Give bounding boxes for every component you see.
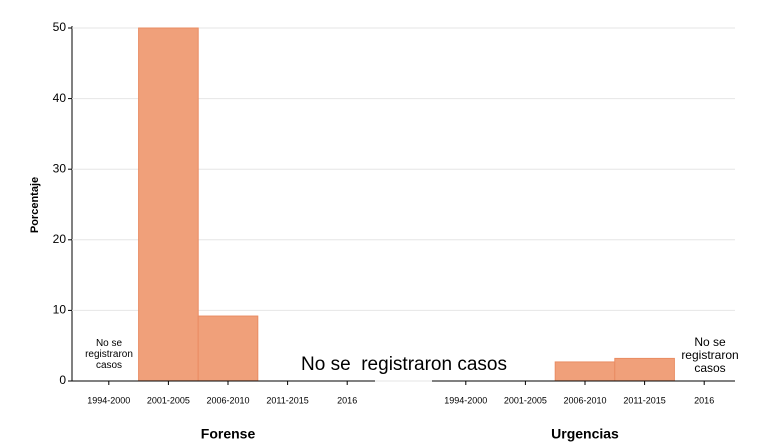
annotation: No se registraron casos [681,335,739,375]
bar [138,27,199,382]
x-tick-label: 2001-2005 [147,395,190,405]
y-tick-label: 50 [53,20,67,34]
x-tick-label: 2011-2015 [266,395,308,405]
annotation: No se registraron casos [301,354,507,375]
x-tick-label: 2006-2010 [563,395,606,405]
x-tick-label: 2006-2010 [206,395,249,405]
x-tick-label: 1994-2000 [87,395,130,405]
y-axis-label: Porcentaje [29,177,41,233]
bar [554,361,616,382]
panel-title: Urgencias [551,426,619,442]
panel-title: Forense [201,426,256,442]
x-tick-label: 2001-2005 [504,395,547,405]
y-tick-label: 40 [53,91,67,105]
y-tick-label: 0 [59,373,66,387]
x-tick-label: 2016 [694,395,714,405]
x-tick-label: 2011-2015 [623,395,665,405]
y-tick-label: 10 [53,303,67,317]
bar [197,315,259,382]
y-tick-label: 30 [53,161,67,175]
x-tick-label: 2016 [337,395,357,405]
x-tick-label: 1994-2000 [444,395,487,405]
bar [614,357,675,382]
y-tick-label: 20 [53,232,67,246]
annotation: No se registraron casos [85,338,133,371]
